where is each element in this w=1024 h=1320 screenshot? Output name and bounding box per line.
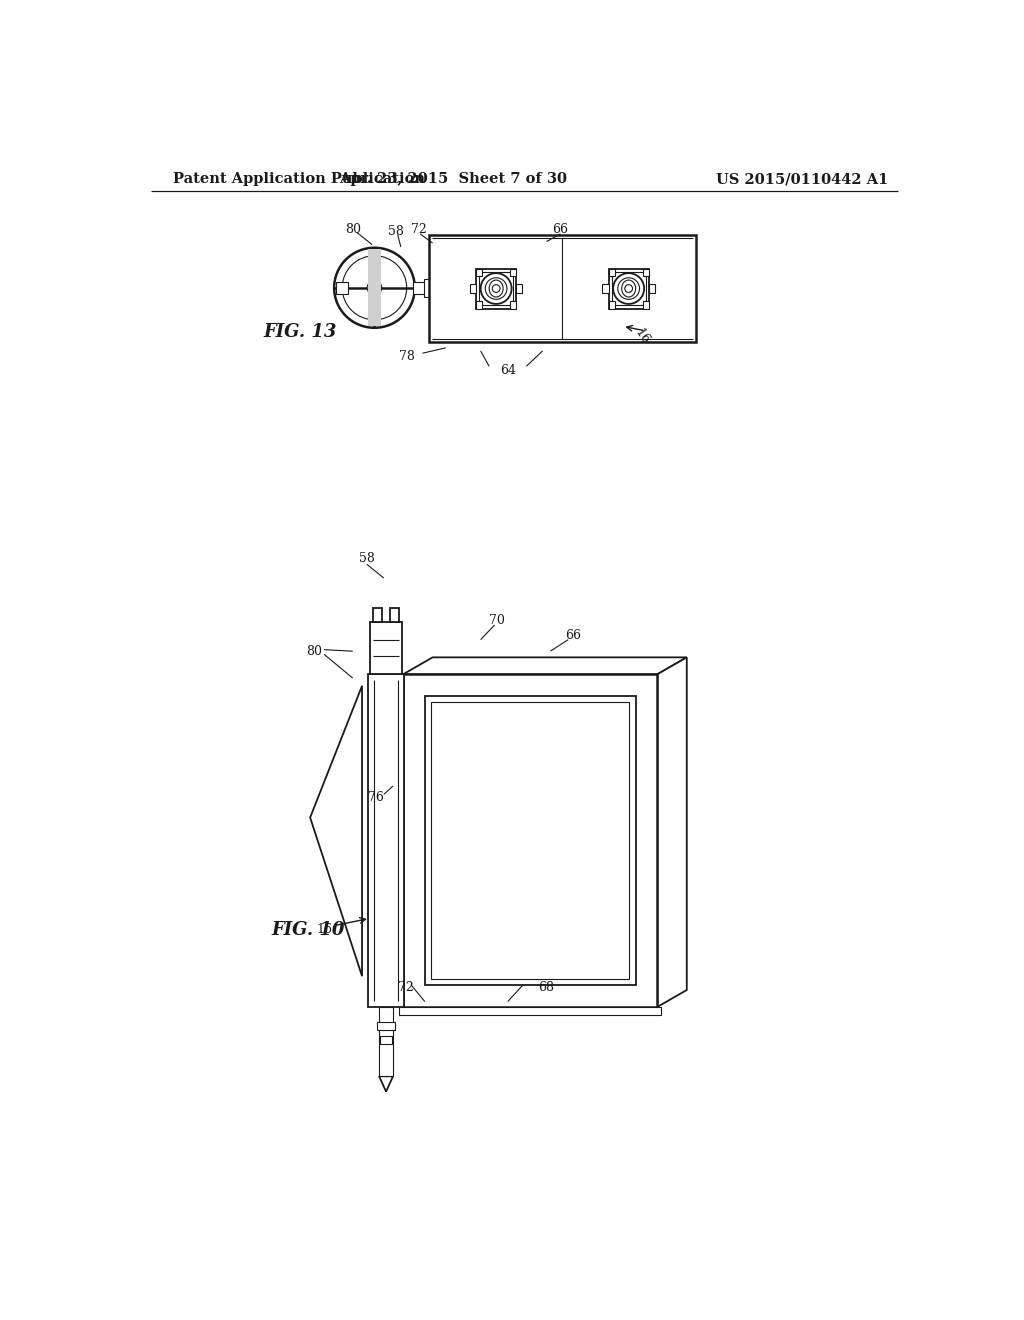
Text: 16: 16	[632, 327, 651, 347]
Polygon shape	[310, 686, 362, 977]
Bar	[470, 284, 476, 293]
Circle shape	[493, 285, 500, 293]
Bar	[643, 301, 649, 309]
Bar	[608, 301, 614, 309]
Bar	[424, 279, 432, 297]
Text: US 2015/0110442 A1: US 2015/0110442 A1	[716, 172, 889, 186]
Text: 78: 78	[399, 350, 415, 363]
Circle shape	[485, 277, 507, 300]
Bar	[399, 1007, 662, 1015]
Circle shape	[334, 248, 415, 327]
Bar	[476, 301, 482, 309]
Bar	[476, 268, 482, 276]
Bar	[390, 609, 399, 622]
Bar	[510, 268, 516, 276]
Ellipse shape	[489, 280, 503, 297]
Text: Apr. 23, 2015  Sheet 7 of 30: Apr. 23, 2015 Sheet 7 of 30	[340, 172, 567, 186]
Bar	[336, 281, 348, 294]
Circle shape	[480, 273, 512, 304]
Bar	[643, 268, 649, 276]
Bar	[403, 675, 657, 1007]
Circle shape	[625, 285, 633, 293]
Bar	[476, 268, 516, 309]
Bar	[608, 268, 614, 276]
Circle shape	[342, 256, 407, 319]
Bar	[379, 1007, 393, 1076]
Text: 68: 68	[539, 981, 555, 994]
Polygon shape	[657, 657, 687, 1007]
Text: 72: 72	[397, 981, 414, 994]
Text: FIG. 10: FIG. 10	[271, 921, 345, 939]
Text: 80: 80	[345, 223, 360, 236]
Bar	[611, 272, 646, 305]
Text: 16: 16	[316, 924, 332, 936]
Bar	[373, 609, 382, 622]
Bar	[425, 696, 636, 985]
Bar	[369, 675, 403, 1007]
Bar	[429, 235, 696, 342]
Circle shape	[613, 273, 644, 304]
Circle shape	[617, 277, 640, 300]
Bar	[649, 284, 655, 293]
Text: 66: 66	[565, 630, 582, 643]
Text: 72: 72	[411, 223, 427, 236]
Text: 76: 76	[368, 791, 384, 804]
Text: 66: 66	[553, 223, 568, 236]
Circle shape	[368, 281, 382, 294]
Text: FIG. 13: FIG. 13	[263, 322, 337, 341]
Polygon shape	[403, 657, 687, 675]
Bar	[414, 281, 427, 294]
Bar	[377, 1022, 395, 1030]
Bar	[510, 301, 516, 309]
Bar	[602, 284, 608, 293]
Text: Patent Application Publication: Patent Application Publication	[173, 172, 425, 186]
Bar	[431, 702, 630, 979]
Text: 70: 70	[489, 614, 505, 627]
Bar	[608, 268, 649, 309]
Text: 58: 58	[358, 552, 375, 565]
Ellipse shape	[622, 280, 636, 297]
Polygon shape	[379, 1076, 393, 1092]
Bar	[479, 272, 513, 305]
Bar	[370, 622, 402, 675]
Bar	[369, 249, 381, 326]
Text: 80: 80	[306, 644, 322, 657]
Bar	[380, 1036, 392, 1044]
Text: 64: 64	[500, 364, 516, 378]
Bar	[427, 281, 430, 294]
Text: 58: 58	[388, 224, 404, 238]
Bar	[516, 284, 522, 293]
